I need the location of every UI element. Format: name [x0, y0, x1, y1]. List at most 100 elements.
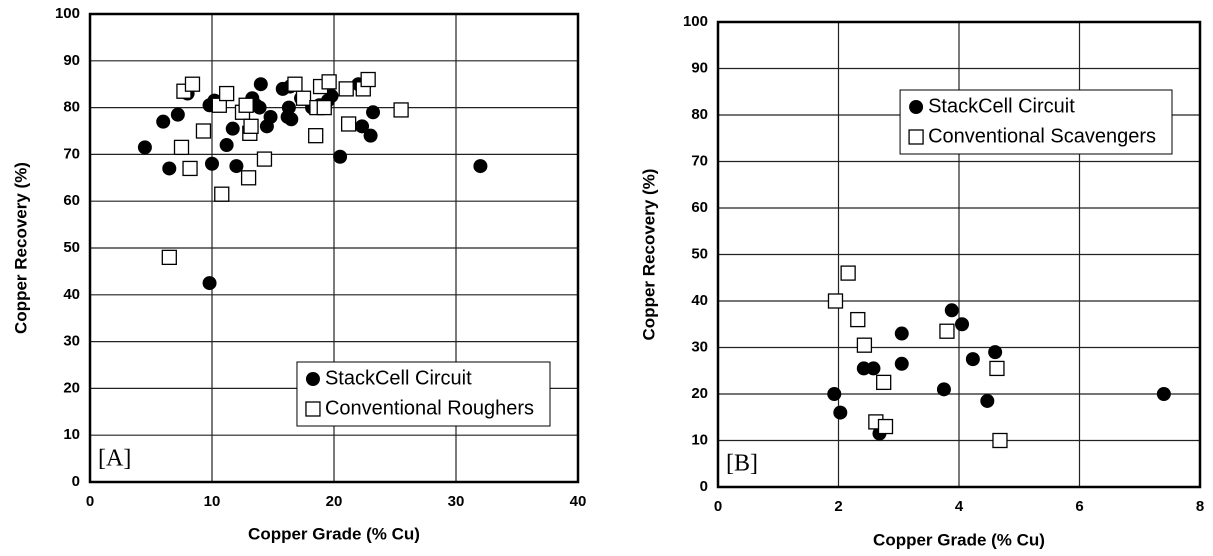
chart: 0 10 20 30 40 50 60 70 80 90 100 0 2 4 6 8 Copper Grade … — [639, 13, 1204, 550]
point — [173, 139, 190, 156]
point — [182, 160, 198, 177]
point — [894, 326, 909, 341]
y-tick-label: 30 — [691, 338, 708, 355]
y-tick-label: 50 — [63, 239, 80, 256]
legend-label: Conventional Scavengers — [928, 125, 1156, 147]
point — [162, 161, 177, 176]
x-tick-label: 0 — [714, 498, 722, 515]
chart: 0 10 20 30 40 50 60 70 80 90 100 0 10 20 30 40 Copper Gr… — [11, 5, 586, 544]
y-tick-label: 10 — [63, 426, 80, 443]
point — [894, 356, 909, 371]
y-tick-label: 80 — [63, 99, 80, 116]
point — [225, 121, 240, 136]
y-tick-label: 60 — [63, 192, 80, 209]
point — [161, 249, 177, 266]
y-tick-label: 80 — [691, 106, 708, 123]
point — [877, 418, 894, 435]
point — [988, 345, 1003, 360]
point — [992, 432, 1008, 449]
annotation: [B] — [726, 451, 758, 477]
point — [955, 317, 970, 332]
y-tick-label: 30 — [63, 333, 80, 350]
point — [989, 360, 1005, 377]
point — [866, 361, 881, 376]
y-tick-label: 90 — [63, 52, 80, 69]
point — [219, 138, 234, 153]
point — [840, 265, 856, 281]
point — [252, 100, 267, 115]
plot-frame — [88, 12, 580, 484]
point — [876, 374, 892, 391]
point — [833, 405, 848, 420]
y-tick-label: 70 — [691, 152, 708, 169]
legend-label: StackCell Circuit — [928, 95, 1075, 117]
point — [965, 352, 980, 367]
y-tick-label: 0 — [700, 478, 708, 495]
legend: StackCell Circuit Conventional Scavengers — [899, 89, 1173, 155]
y-tick-label: 70 — [63, 145, 80, 162]
x-tick-label: 30 — [448, 493, 465, 510]
x-tick-label: 8 — [1196, 498, 1204, 515]
point — [360, 71, 376, 88]
point — [243, 118, 259, 134]
y-tick-label: 40 — [63, 286, 80, 303]
point — [827, 387, 842, 401]
y-axis-title: Copper Recovery (%) — [11, 162, 30, 334]
point — [195, 123, 212, 139]
point — [850, 311, 866, 328]
point — [827, 293, 844, 309]
y-tick-label: 100 — [55, 5, 80, 22]
annotation: [A] — [98, 446, 131, 472]
legend-label: StackCell Circuit — [325, 367, 472, 389]
point — [229, 159, 244, 174]
point — [305, 372, 320, 386]
point — [214, 186, 230, 202]
point — [156, 114, 171, 129]
legend-frame — [296, 361, 551, 427]
x-tick-label: 2 — [834, 498, 842, 515]
y-tick-label: 20 — [63, 379, 80, 396]
point — [473, 159, 488, 174]
y-tick-label: 40 — [691, 292, 708, 309]
x-tick-label: 0 — [86, 493, 94, 510]
point — [321, 74, 337, 90]
y-tick-label: 50 — [691, 245, 708, 262]
point — [908, 129, 924, 145]
point — [308, 128, 324, 144]
point — [316, 99, 332, 116]
point — [939, 323, 955, 339]
point — [205, 156, 219, 171]
point — [295, 90, 312, 106]
point — [218, 85, 235, 102]
legend-frame — [899, 89, 1173, 155]
point — [856, 337, 873, 353]
point — [936, 382, 951, 397]
point — [363, 128, 378, 143]
point — [202, 276, 217, 291]
y-tick-label: 20 — [691, 385, 708, 402]
point — [1156, 387, 1171, 401]
point — [909, 100, 924, 114]
point — [305, 401, 321, 417]
point — [238, 97, 254, 113]
y-tick-label: 100 — [683, 13, 708, 30]
point — [340, 116, 357, 132]
y-tick-label: 10 — [691, 431, 708, 448]
x-axis-title: Copper Grade (% Cu) — [248, 524, 420, 543]
point — [184, 76, 201, 92]
point — [338, 81, 354, 97]
x-tick-label: 10 — [204, 493, 221, 510]
plot-frame — [716, 20, 1202, 489]
legend: StackCell Circuit Conventional Roughers — [296, 361, 551, 427]
x-axis-title: Copper Grade (% Cu) — [873, 530, 1045, 549]
point — [366, 105, 381, 120]
y-axis-title: Copper Recovery (%) — [639, 169, 658, 341]
point — [170, 107, 185, 122]
point — [287, 76, 303, 92]
x-tick-label: 40 — [570, 493, 587, 510]
y-tick-label: 60 — [691, 199, 708, 216]
point — [240, 170, 257, 186]
point — [393, 102, 409, 118]
point — [944, 303, 959, 318]
